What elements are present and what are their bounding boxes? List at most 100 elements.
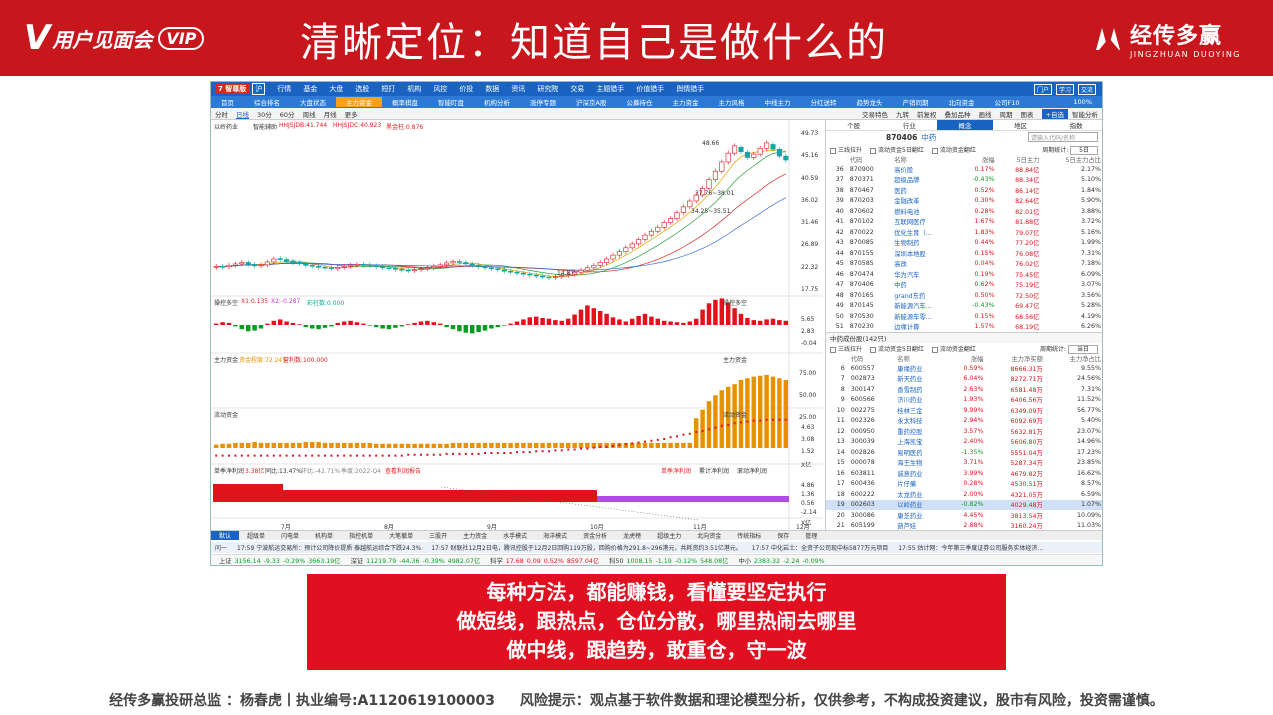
index-quote[interactable]: 深证 11219.79 -44.36 -0.39% 4982.07亿: [351, 556, 481, 565]
period-select[interactable]: 周期统计: 5日: [1042, 145, 1098, 155]
table-row[interactable]: 16 603811 诚意药业 3.99% 4679.82万 16.62%: [826, 468, 1102, 479]
sub-option-2[interactable]: 流动资金5日翻红: [870, 344, 924, 353]
indicator-tab[interactable]: 机构单: [315, 533, 334, 540]
option-3[interactable]: 流动资金翻红: [931, 145, 976, 154]
sub4-legend-2[interactable]: 累计净利润: [699, 468, 730, 475]
table-row[interactable]: 8 300147 香雪制药 2.63% 6581.48万 7.31%: [826, 384, 1102, 395]
nav-tab[interactable]: 智能盯盘: [438, 99, 464, 107]
period-tab[interactable]: 更多: [344, 110, 358, 119]
sector-search-input[interactable]: 请输入代码/名称: [1028, 132, 1098, 142]
table-row[interactable]: 20 300086 康芝药业 4.45% 3813.54万 10.09%: [826, 510, 1102, 521]
menu-item[interactable]: 价投: [459, 85, 474, 93]
menu-item[interactable]: 主题猎手: [596, 85, 625, 93]
index-quote[interactable]: 科学 17.68 0.09 0.52% 8597.04亿: [490, 556, 599, 565]
toolbar-option[interactable]: 叠加品种: [944, 110, 971, 119]
zoom-level[interactable]: 100%: [1073, 98, 1092, 106]
nav-tab[interactable]: 综合排名: [254, 99, 280, 107]
news-item[interactable]: 17:57 财联社12月2日电，腾讯控股于12月2日回购119万股，回购价格为2…: [431, 545, 742, 552]
indicator-tab[interactable]: 三股开: [429, 533, 448, 540]
nav-tab[interactable]: 主力资金: [672, 99, 699, 107]
titlebar-button[interactable]: 学习: [1055, 83, 1074, 95]
table-row[interactable]: 21 605199 葫芦娃 2.88% 3160.24万 11.03%: [826, 521, 1102, 532]
table-row[interactable]: 47 870406 中药 0.62% 75.19亿 3.07%: [826, 280, 1102, 291]
table-row[interactable]: 36 870900 高价股 0.17% 88.84亿 2.17%: [826, 164, 1102, 175]
titlebar-button[interactable]: 交流: [1077, 83, 1096, 95]
table-row[interactable]: 6 600557 康缘药业 0.59% 8666.31万 9.55%: [826, 363, 1102, 374]
sector-tab[interactable]: 指数: [1069, 122, 1083, 130]
table-row[interactable]: 7 002873 新天药业 6.04% 8272.71万 24.56%: [826, 374, 1102, 385]
option-1[interactable]: 三线拉升: [830, 145, 862, 154]
titlebar-button[interactable]: 门户: [1033, 83, 1052, 95]
table-row[interactable]: 45 870585 高改 0.04% 76.02亿 7.18%: [826, 259, 1102, 270]
nav-tab[interactable]: 公募持仓: [626, 99, 653, 107]
sub-period-select[interactable]: 周期统计: 当日: [1040, 344, 1098, 354]
period-tab[interactable]: 分时: [215, 110, 228, 119]
table-row[interactable]: 11 002326 永太科技 2.94% 6092.69万 5.40%: [826, 416, 1102, 427]
indicator-tab[interactable]: 保存: [777, 533, 790, 540]
indicator-tab[interactable]: 传统指标: [737, 533, 762, 540]
news-item[interactable]: 17:55 估计网：今年第三季度证券公司服务实体经济...: [898, 545, 1044, 552]
sub-option-1[interactable]: 三线拉升: [830, 344, 862, 353]
indicator-tab[interactable]: 水手模式: [503, 533, 528, 540]
nav-tab[interactable]: 涨停专题: [530, 99, 556, 107]
nav-tab[interactable]: 中线主力: [764, 99, 791, 107]
indicator-tab[interactable]: 资金分析: [583, 533, 608, 540]
table-row[interactable]: 13 300039 上海凯宝 2.40% 5606.80万 14.96%: [826, 437, 1102, 448]
nav-tab[interactable]: 主力资金: [336, 97, 382, 107]
table-row[interactable]: 49 870145 新能源汽车... -0.43% 69.47亿 5.28%: [826, 301, 1102, 312]
menu-item[interactable]: 舆情猎手: [676, 85, 705, 93]
nav-tab[interactable]: 大盘状态: [300, 99, 326, 107]
menu-item[interactable]: 风控: [433, 85, 448, 93]
menu-item[interactable]: 选股: [355, 85, 370, 93]
period-tab[interactable]: 月线: [323, 110, 337, 119]
menu-item[interactable]: 交易: [570, 85, 585, 93]
nav-tab[interactable]: 概率棋盘: [392, 99, 418, 107]
table-row[interactable]: 38 870467 医药 0.52% 86.14亿 1.84%: [826, 185, 1102, 196]
nav-tab[interactable]: 主力风格: [718, 99, 745, 107]
table-row[interactable]: 19 002603 以岭药业 -0.82% 4029.48万 1.07%: [826, 499, 1102, 510]
indicator-tab[interactable]: 超级单: [247, 533, 266, 540]
news-item[interactable]: 问一: [215, 545, 228, 552]
nav-tab[interactable]: 首页: [221, 99, 234, 107]
table-row[interactable]: 43 870085 生物制药 0.44% 77.20亿 1.99%: [826, 238, 1102, 249]
nav-tab[interactable]: 沪深京A股: [576, 99, 607, 107]
toolbar-option[interactable]: 九转: [896, 110, 910, 119]
indicator-tab[interactable]: 指控机单: [349, 533, 374, 540]
index-quote[interactable]: 科50 1008.15 -1.19 -0.12% 548.08亿: [609, 556, 728, 565]
table-row[interactable]: 14 002826 易明医药 -1.35% 5551.04万 17.23%: [826, 447, 1102, 458]
table-row[interactable]: 42 870022 优化生育（... 1.83% 79.07亿 5.16%: [826, 227, 1102, 238]
sub4-legend-1[interactable]: 单季净利润: [661, 468, 692, 475]
toolbar-option[interactable]: 画线: [978, 110, 992, 119]
nav-tab[interactable]: 机构分析: [484, 99, 510, 107]
table-row[interactable]: 44 870155 深圳本地股 0.15% 76.08亿 7.31%: [826, 248, 1102, 259]
sub4-legend-3[interactable]: 滚动净利润: [737, 468, 768, 475]
indicator-tab[interactable]: 超级主力: [657, 533, 682, 540]
table-row[interactable]: 48 870165 grand东药 0.50% 72.50亿 3.56%: [826, 290, 1102, 301]
index-quote[interactable]: 上证 3156.14 -9.33 -0.29% 3663.19亿: [219, 556, 341, 565]
toolbar-option[interactable]: 交易特色: [862, 110, 889, 119]
indicator-tab[interactable]: 海洋模式: [543, 533, 568, 540]
indicator-tab[interactable]: 北向资金: [697, 533, 722, 540]
nav-tab[interactable]: 趋势龙头: [856, 99, 883, 107]
news-item[interactable]: 17:57 中化岩土：全资子公司现中标5877万元项目: [751, 545, 889, 552]
menu-item[interactable]: 基金: [303, 85, 318, 93]
menu-item[interactable]: 短打: [381, 85, 396, 93]
table-row[interactable]: 17 600436 片仔癀 0.28% 4530.51万 8.57%: [826, 479, 1102, 490]
period-tab[interactable]: 30分: [257, 110, 272, 119]
table-row[interactable]: 18 600222 太龙药业 2.00% 4321.05万 6.59%: [826, 489, 1102, 500]
table-row[interactable]: 12 000950 重药控股 3.57% 5632.81万 23.07%: [826, 426, 1102, 437]
menu-item[interactable]: 研究院: [537, 85, 559, 93]
indicator-tab[interactable]: 主力资金: [463, 533, 488, 540]
indicator-tab[interactable]: 大笔撤单: [389, 533, 414, 540]
period-tab[interactable]: 日线: [236, 110, 249, 119]
table-row[interactable]: 50 870530 新能源车零... 0.15% 68.56亿 4.19%: [826, 311, 1102, 322]
table-row[interactable]: 39 870203 金融改革 0.30% 82.64亿 5.90%: [826, 196, 1102, 207]
table-row[interactable]: 9 600566 济川药业 1.93% 6406.56万 11.52%: [826, 395, 1102, 406]
sector-tab[interactable]: 概念: [937, 120, 993, 130]
nav-tab[interactable]: 分红送转: [810, 99, 837, 107]
menu-item[interactable]: 大盘: [329, 85, 344, 93]
menu-item[interactable]: 资讯: [511, 85, 526, 93]
table-row[interactable]: 40 870602 燃料电池 0.28% 82.01亿 3.88%: [826, 206, 1102, 217]
indicator-tab[interactable]: 管理: [805, 533, 818, 540]
table-row[interactable]: 51 870230 边缘计算 1.57% 68.19亿 6.26%: [826, 322, 1102, 333]
